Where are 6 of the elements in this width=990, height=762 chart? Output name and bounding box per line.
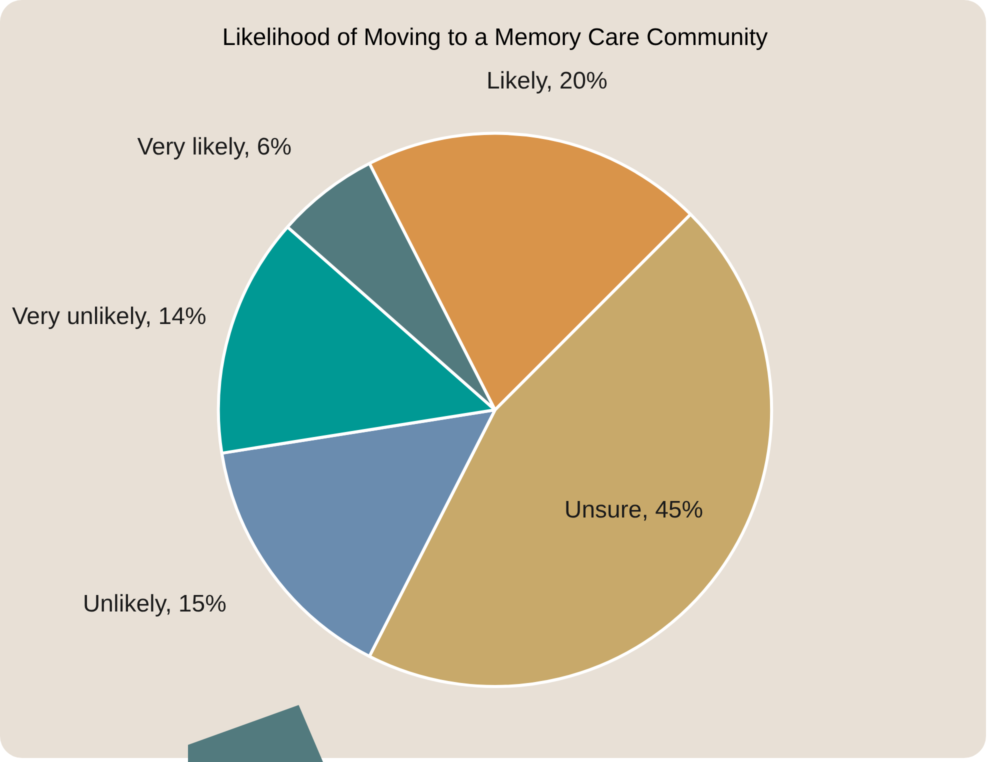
slice-label: Unlikely, 15% [82,590,226,618]
slice-label: Likely, 20% [486,68,608,95]
slice-label: Very likely, 6% [137,133,292,160]
chart-title: Likelihood of Moving to a Memory Care Community [222,24,768,52]
slice-label: Unsure, 45% [564,496,704,524]
slice-label: Very unlikely, 14% [12,302,206,330]
